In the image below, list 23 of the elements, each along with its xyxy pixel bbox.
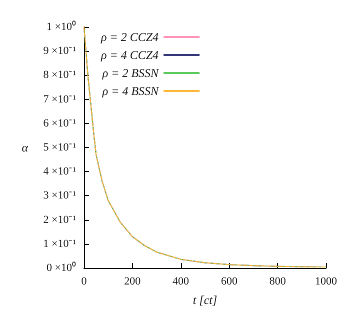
y-tick-label: 9 ×10⁻¹ xyxy=(43,45,76,58)
y-tick-label: 3 ×10⁻¹ xyxy=(43,190,76,202)
y-tick-label: 4 ×10⁻¹ xyxy=(43,166,76,178)
y-tick-label: 0 ×10⁰ xyxy=(46,261,76,274)
y-tick-label: 5 ×10⁻¹ xyxy=(43,142,76,154)
x-tick-label: 1000 xyxy=(315,276,338,288)
y-tick-label: 6 ×10⁻¹ xyxy=(43,117,76,130)
y-tick-label: 2 ×10⁻¹ xyxy=(43,214,76,226)
legend-label: ρ = 4 CCZ4 xyxy=(100,48,159,62)
x-tick-label: 400 xyxy=(172,276,190,288)
x-tick-label: 200 xyxy=(124,276,142,288)
legend-label: ρ = 2 CCZ4 xyxy=(100,30,159,44)
y-tick-label: 8 ×10⁻¹ xyxy=(43,69,76,82)
x-tick-label: 0 xyxy=(81,276,88,288)
y-tick-label: 1 ×10⁻¹ xyxy=(43,238,76,250)
legend-label: ρ = 2 BSSN xyxy=(101,66,160,80)
x-tick-label: 800 xyxy=(269,276,286,288)
legend-label: ρ = 4 BSSN xyxy=(101,84,160,98)
x-axis-title: t [ct] xyxy=(192,293,218,307)
y-tick-label: 1 ×10⁰ xyxy=(46,20,76,33)
x-tick-label: 600 xyxy=(220,276,238,288)
y-axis-title: α xyxy=(22,140,29,154)
y-tick-label: 7 ×10⁻¹ xyxy=(43,93,76,106)
